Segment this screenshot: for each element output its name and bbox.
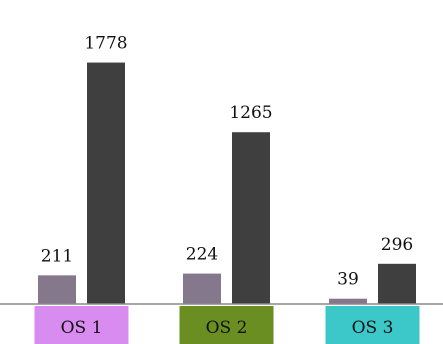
category-box-3 — [325, 306, 420, 344]
data-label-1-2: 1778 — [84, 34, 127, 54]
bar-2-2 — [232, 132, 270, 304]
data-label-2-2: 1265 — [229, 103, 272, 123]
bar-3-1 — [329, 298, 367, 304]
bar-2-1 — [183, 273, 221, 304]
data-label-1-1: 211 — [41, 246, 73, 266]
category-label-2: OS 2 — [206, 318, 248, 338]
category-label-3: OS 3 — [352, 318, 394, 338]
category-label-1: OS 1 — [61, 318, 103, 338]
data-label-2-1: 224 — [186, 245, 218, 265]
data-label-3-1: 39 — [337, 270, 359, 290]
bar-1-2 — [87, 62, 125, 304]
data-label-3-2: 296 — [381, 235, 413, 255]
bar-1-1 — [38, 275, 76, 304]
category-box-2 — [179, 306, 274, 344]
category-box-1 — [34, 306, 129, 344]
bar-3-2 — [378, 263, 416, 304]
